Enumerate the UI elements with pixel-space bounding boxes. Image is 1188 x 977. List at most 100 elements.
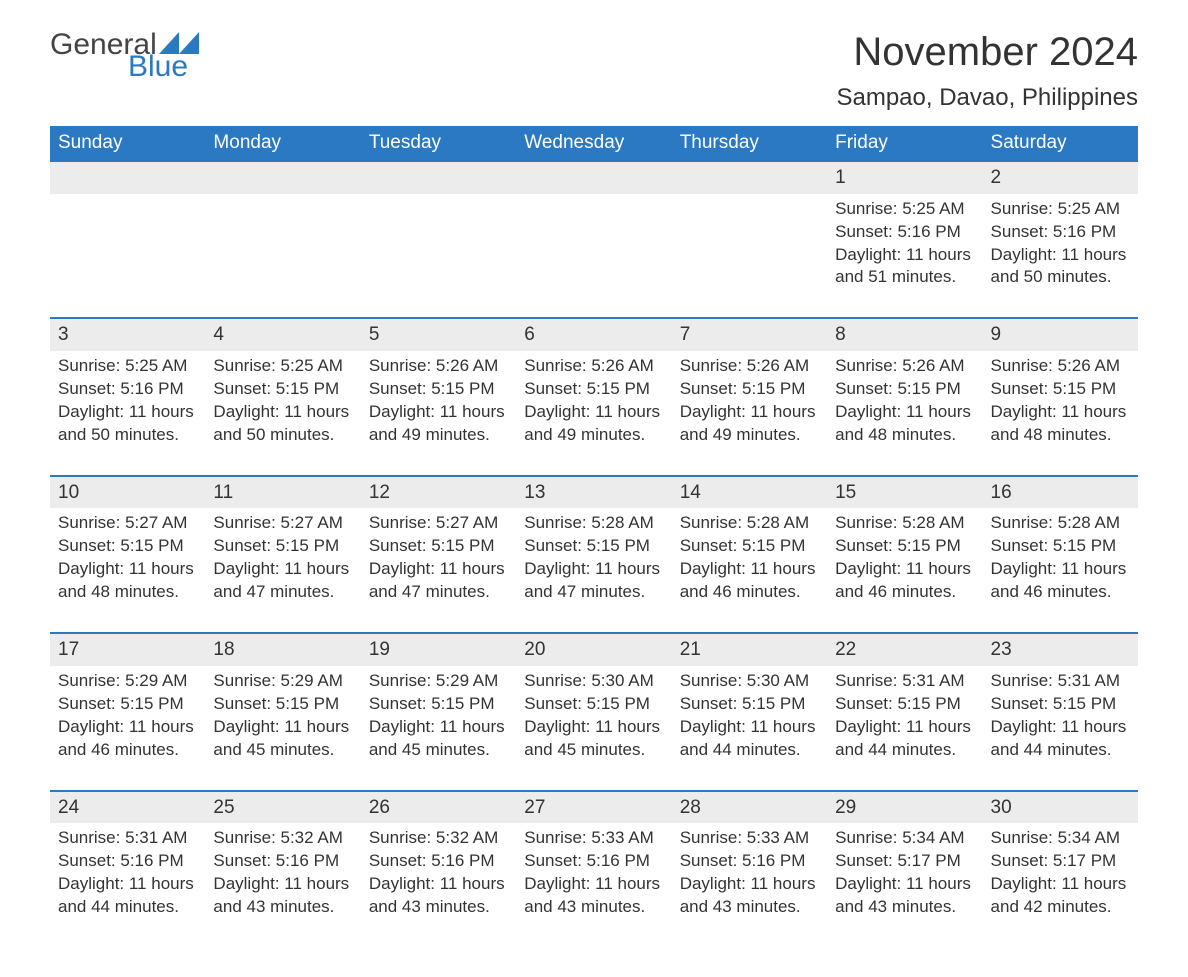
sunset-line: Sunset: 5:17 PM [835, 850, 974, 873]
day-body: Sunrise: 5:29 AMSunset: 5:15 PMDaylight:… [50, 666, 205, 762]
calendar-week-row: 24Sunrise: 5:31 AMSunset: 5:16 PMDayligh… [50, 790, 1138, 947]
calendar-cell: 25Sunrise: 5:32 AMSunset: 5:16 PMDayligh… [205, 790, 360, 947]
sunset-line: Sunset: 5:16 PM [58, 378, 197, 401]
day-body: Sunrise: 5:28 AMSunset: 5:15 PMDaylight:… [672, 508, 827, 604]
day-number-band: 30 [983, 790, 1138, 824]
sunrise-line: Sunrise: 5:28 AM [991, 512, 1130, 535]
day-number-band-empty [516, 160, 671, 194]
sunset-line: Sunset: 5:16 PM [991, 221, 1130, 244]
sunrise-line: Sunrise: 5:34 AM [835, 827, 974, 850]
calendar-cell: 5Sunrise: 5:26 AMSunset: 5:15 PMDaylight… [361, 317, 516, 474]
day-number-band: 6 [516, 317, 671, 351]
calendar-cell: 4Sunrise: 5:25 AMSunset: 5:15 PMDaylight… [205, 317, 360, 474]
day-number-band: 12 [361, 475, 516, 509]
daylight-line: Daylight: 11 hours and 50 minutes. [991, 244, 1130, 290]
daylight-line: Daylight: 11 hours and 46 minutes. [991, 558, 1130, 604]
sunrise-line: Sunrise: 5:34 AM [991, 827, 1130, 850]
day-number-band: 9 [983, 317, 1138, 351]
day-number-band: 27 [516, 790, 671, 824]
daylight-line: Daylight: 11 hours and 47 minutes. [369, 558, 508, 604]
page-header: General Blue November 2024 Sampao, Davao… [50, 30, 1138, 112]
day-body: Sunrise: 5:34 AMSunset: 5:17 PMDaylight:… [983, 823, 1138, 919]
sunrise-line: Sunrise: 5:25 AM [58, 355, 197, 378]
day-body: Sunrise: 5:34 AMSunset: 5:17 PMDaylight:… [827, 823, 982, 919]
weekday-header: Thursday [672, 126, 827, 160]
day-body: Sunrise: 5:25 AMSunset: 5:16 PMDaylight:… [983, 194, 1138, 290]
day-body: Sunrise: 5:26 AMSunset: 5:15 PMDaylight:… [827, 351, 982, 447]
daylight-line: Daylight: 11 hours and 44 minutes. [835, 716, 974, 762]
daylight-line: Daylight: 11 hours and 47 minutes. [524, 558, 663, 604]
weekday-header: Sunday [50, 126, 205, 160]
day-body: Sunrise: 5:31 AMSunset: 5:16 PMDaylight:… [50, 823, 205, 919]
calendar-cell [672, 160, 827, 317]
calendar-cell: 7Sunrise: 5:26 AMSunset: 5:15 PMDaylight… [672, 317, 827, 474]
daylight-line: Daylight: 11 hours and 44 minutes. [680, 716, 819, 762]
sunset-line: Sunset: 5:16 PM [524, 850, 663, 873]
calendar-week-row: 10Sunrise: 5:27 AMSunset: 5:15 PMDayligh… [50, 475, 1138, 632]
day-body: Sunrise: 5:31 AMSunset: 5:15 PMDaylight:… [983, 666, 1138, 762]
day-number-band: 7 [672, 317, 827, 351]
sunrise-line: Sunrise: 5:32 AM [369, 827, 508, 850]
day-number-band: 21 [672, 632, 827, 666]
day-number-band: 17 [50, 632, 205, 666]
daylight-line: Daylight: 11 hours and 47 minutes. [213, 558, 352, 604]
calendar-cell: 20Sunrise: 5:30 AMSunset: 5:15 PMDayligh… [516, 632, 671, 789]
daylight-line: Daylight: 11 hours and 48 minutes. [58, 558, 197, 604]
day-body: Sunrise: 5:30 AMSunset: 5:15 PMDaylight:… [672, 666, 827, 762]
calendar-cell: 28Sunrise: 5:33 AMSunset: 5:16 PMDayligh… [672, 790, 827, 947]
daylight-line: Daylight: 11 hours and 50 minutes. [58, 401, 197, 447]
day-number-band-empty [672, 160, 827, 194]
day-number-band: 29 [827, 790, 982, 824]
day-number-band: 10 [50, 475, 205, 509]
calendar-cell: 27Sunrise: 5:33 AMSunset: 5:16 PMDayligh… [516, 790, 671, 947]
day-number-band: 8 [827, 317, 982, 351]
daylight-line: Daylight: 11 hours and 51 minutes. [835, 244, 974, 290]
sunrise-line: Sunrise: 5:25 AM [835, 198, 974, 221]
day-body: Sunrise: 5:26 AMSunset: 5:15 PMDaylight:… [516, 351, 671, 447]
sunset-line: Sunset: 5:15 PM [991, 535, 1130, 558]
day-body: Sunrise: 5:33 AMSunset: 5:16 PMDaylight:… [516, 823, 671, 919]
sunset-line: Sunset: 5:15 PM [213, 693, 352, 716]
day-number-band: 19 [361, 632, 516, 666]
calendar-cell: 16 Sunrise: 5:28 AMSunset: 5:15 PMDayligh… [983, 475, 1138, 632]
day-number-band-empty [205, 160, 360, 194]
sunrise-line: Sunrise: 5:29 AM [213, 670, 352, 693]
calendar-cell: 17Sunrise: 5:29 AMSunset: 5:15 PMDayligh… [50, 632, 205, 789]
calendar-cell: 29Sunrise: 5:34 AMSunset: 5:17 PMDayligh… [827, 790, 982, 947]
sunset-line: Sunset: 5:15 PM [213, 378, 352, 401]
daylight-line: Daylight: 11 hours and 48 minutes. [991, 401, 1130, 447]
sunset-line: Sunset: 5:15 PM [524, 378, 663, 401]
day-number-band-empty [361, 160, 516, 194]
calendar-week-row: 1Sunrise: 5:25 AMSunset: 5:16 PMDaylight… [50, 160, 1138, 317]
daylight-line: Daylight: 11 hours and 44 minutes. [991, 716, 1130, 762]
day-body: Sunrise: 5:26 AMSunset: 5:15 PMDaylight:… [983, 351, 1138, 447]
sunrise-line: Sunrise: 5:33 AM [680, 827, 819, 850]
daylight-line: Daylight: 11 hours and 45 minutes. [369, 716, 508, 762]
sunrise-line: Sunrise: 5:31 AM [58, 827, 197, 850]
weekday-header: Saturday [983, 126, 1138, 160]
calendar-cell: 23Sunrise: 5:31 AMSunset: 5:15 PMDayligh… [983, 632, 1138, 789]
day-body: Sunrise: 5:26 AMSunset: 5:15 PMDaylight:… [361, 351, 516, 447]
day-number-band: 16 [983, 475, 1138, 509]
calendar-cell: 24Sunrise: 5:31 AMSunset: 5:16 PMDayligh… [50, 790, 205, 947]
day-number-band: 5 [361, 317, 516, 351]
day-body: Sunrise: 5:27 AMSunset: 5:15 PMDaylight:… [205, 508, 360, 604]
day-body: Sunrise: 5:32 AMSunset: 5:16 PMDaylight:… [361, 823, 516, 919]
sunset-line: Sunset: 5:15 PM [991, 693, 1130, 716]
daylight-line: Daylight: 11 hours and 43 minutes. [213, 873, 352, 919]
day-body: Sunrise: 5:27 AMSunset: 5:15 PMDaylight:… [361, 508, 516, 604]
day-number-band-empty [50, 160, 205, 194]
sunrise-line: Sunrise: 5:29 AM [369, 670, 508, 693]
month-title: November 2024 [836, 30, 1138, 74]
calendar-header-row: SundayMondayTuesdayWednesdayThursdayFrid… [50, 126, 1138, 160]
calendar-cell [516, 160, 671, 317]
sunrise-line: Sunrise: 5:33 AM [524, 827, 663, 850]
day-number-band: 11 [205, 475, 360, 509]
sunset-line: Sunset: 5:15 PM [680, 378, 819, 401]
calendar-cell: 9Sunrise: 5:26 AMSunset: 5:15 PMDaylight… [983, 317, 1138, 474]
sunset-line: Sunset: 5:15 PM [58, 535, 197, 558]
sunrise-line: Sunrise: 5:27 AM [369, 512, 508, 535]
sunset-line: Sunset: 5:15 PM [524, 535, 663, 558]
day-number-band: 15 [827, 475, 982, 509]
calendar-week-row: 17Sunrise: 5:29 AMSunset: 5:15 PMDayligh… [50, 632, 1138, 789]
